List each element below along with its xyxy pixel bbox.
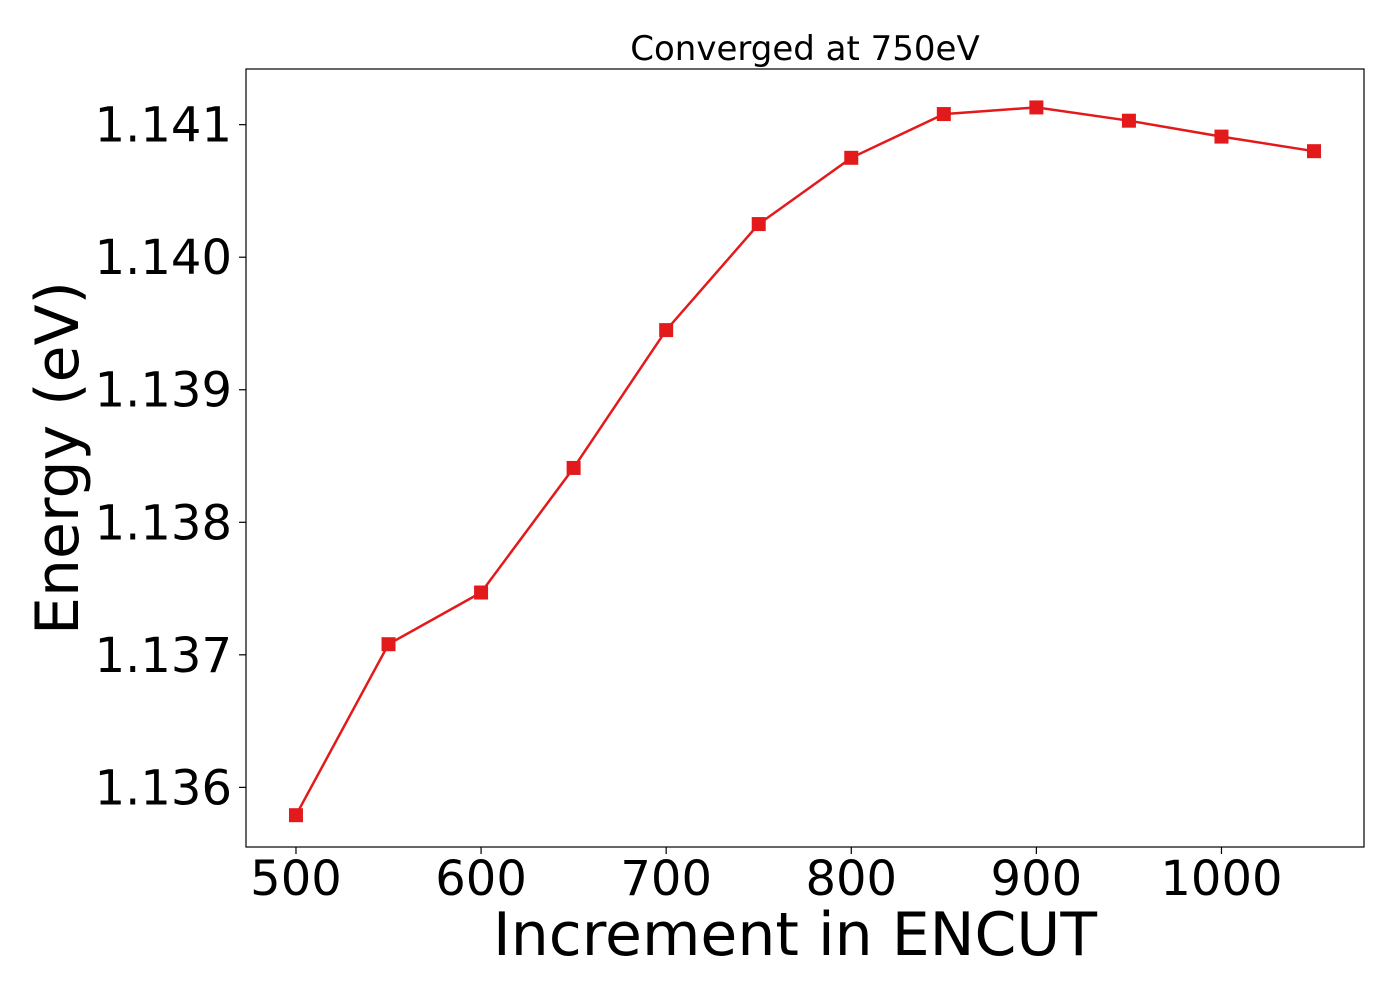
data-point-marker <box>751 217 766 232</box>
x-axis-label: Increment in ENCUT <box>493 900 1097 970</box>
plot-frame <box>245 68 1365 848</box>
data-point-marker <box>1029 100 1044 115</box>
y-tick-label: 1.141 <box>95 98 232 154</box>
data-point-marker <box>1307 144 1322 159</box>
data-point-marker <box>566 460 581 475</box>
data-point-marker <box>381 637 396 652</box>
data-point-marker <box>474 585 489 600</box>
series-layer <box>288 100 1322 823</box>
x-tick-label: 700 <box>620 851 712 907</box>
x-tick-label: 500 <box>250 851 342 907</box>
data-point-marker <box>1121 113 1136 128</box>
y-tick-label: 1.139 <box>95 363 232 419</box>
data-point-marker <box>1214 129 1229 144</box>
x-tick-label: 600 <box>435 851 527 907</box>
data-point-marker <box>288 808 303 823</box>
y-tick-label: 1.138 <box>95 495 232 551</box>
y-tick-label: 1.140 <box>95 230 232 286</box>
plot-background <box>246 69 1364 847</box>
data-point-marker <box>844 150 859 165</box>
chart-title: Converged at 750eV <box>630 29 979 69</box>
x-tick-label: 1000 <box>1160 851 1282 907</box>
y-axis-ticks: 1.136 1.137 1.138 1.139 1.140 1.141 <box>95 98 246 816</box>
x-tick-label: 800 <box>805 851 897 907</box>
series-line <box>294 106 1315 816</box>
y-tick-label: 1.136 <box>95 760 232 816</box>
data-point-marker <box>659 323 674 338</box>
x-tick-label: 900 <box>991 851 1083 907</box>
y-tick-label: 1.137 <box>95 628 232 684</box>
x-axis-ticks: 500 600 700 800 900 1000 <box>250 847 1283 907</box>
y-axis-label: Energy (eV) <box>23 281 93 635</box>
data-point-marker <box>936 107 951 122</box>
